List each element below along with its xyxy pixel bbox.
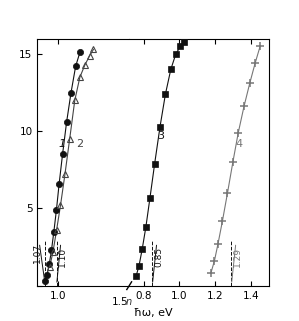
- Text: ħω, eV: ħω, eV: [134, 308, 173, 318]
- Text: 1: 1: [59, 139, 66, 149]
- Text: 1.10: 1.10: [58, 247, 67, 267]
- Text: 0.85: 0.85: [154, 247, 163, 267]
- Text: 1.07: 1.07: [33, 242, 42, 263]
- Text: 1.29: 1.29: [233, 247, 242, 267]
- Text: 1.5: 1.5: [112, 297, 129, 307]
- Text: 3: 3: [157, 131, 164, 141]
- Text: 4: 4: [235, 139, 242, 149]
- Text: 2: 2: [76, 139, 83, 149]
- Text: n: n: [126, 297, 132, 307]
